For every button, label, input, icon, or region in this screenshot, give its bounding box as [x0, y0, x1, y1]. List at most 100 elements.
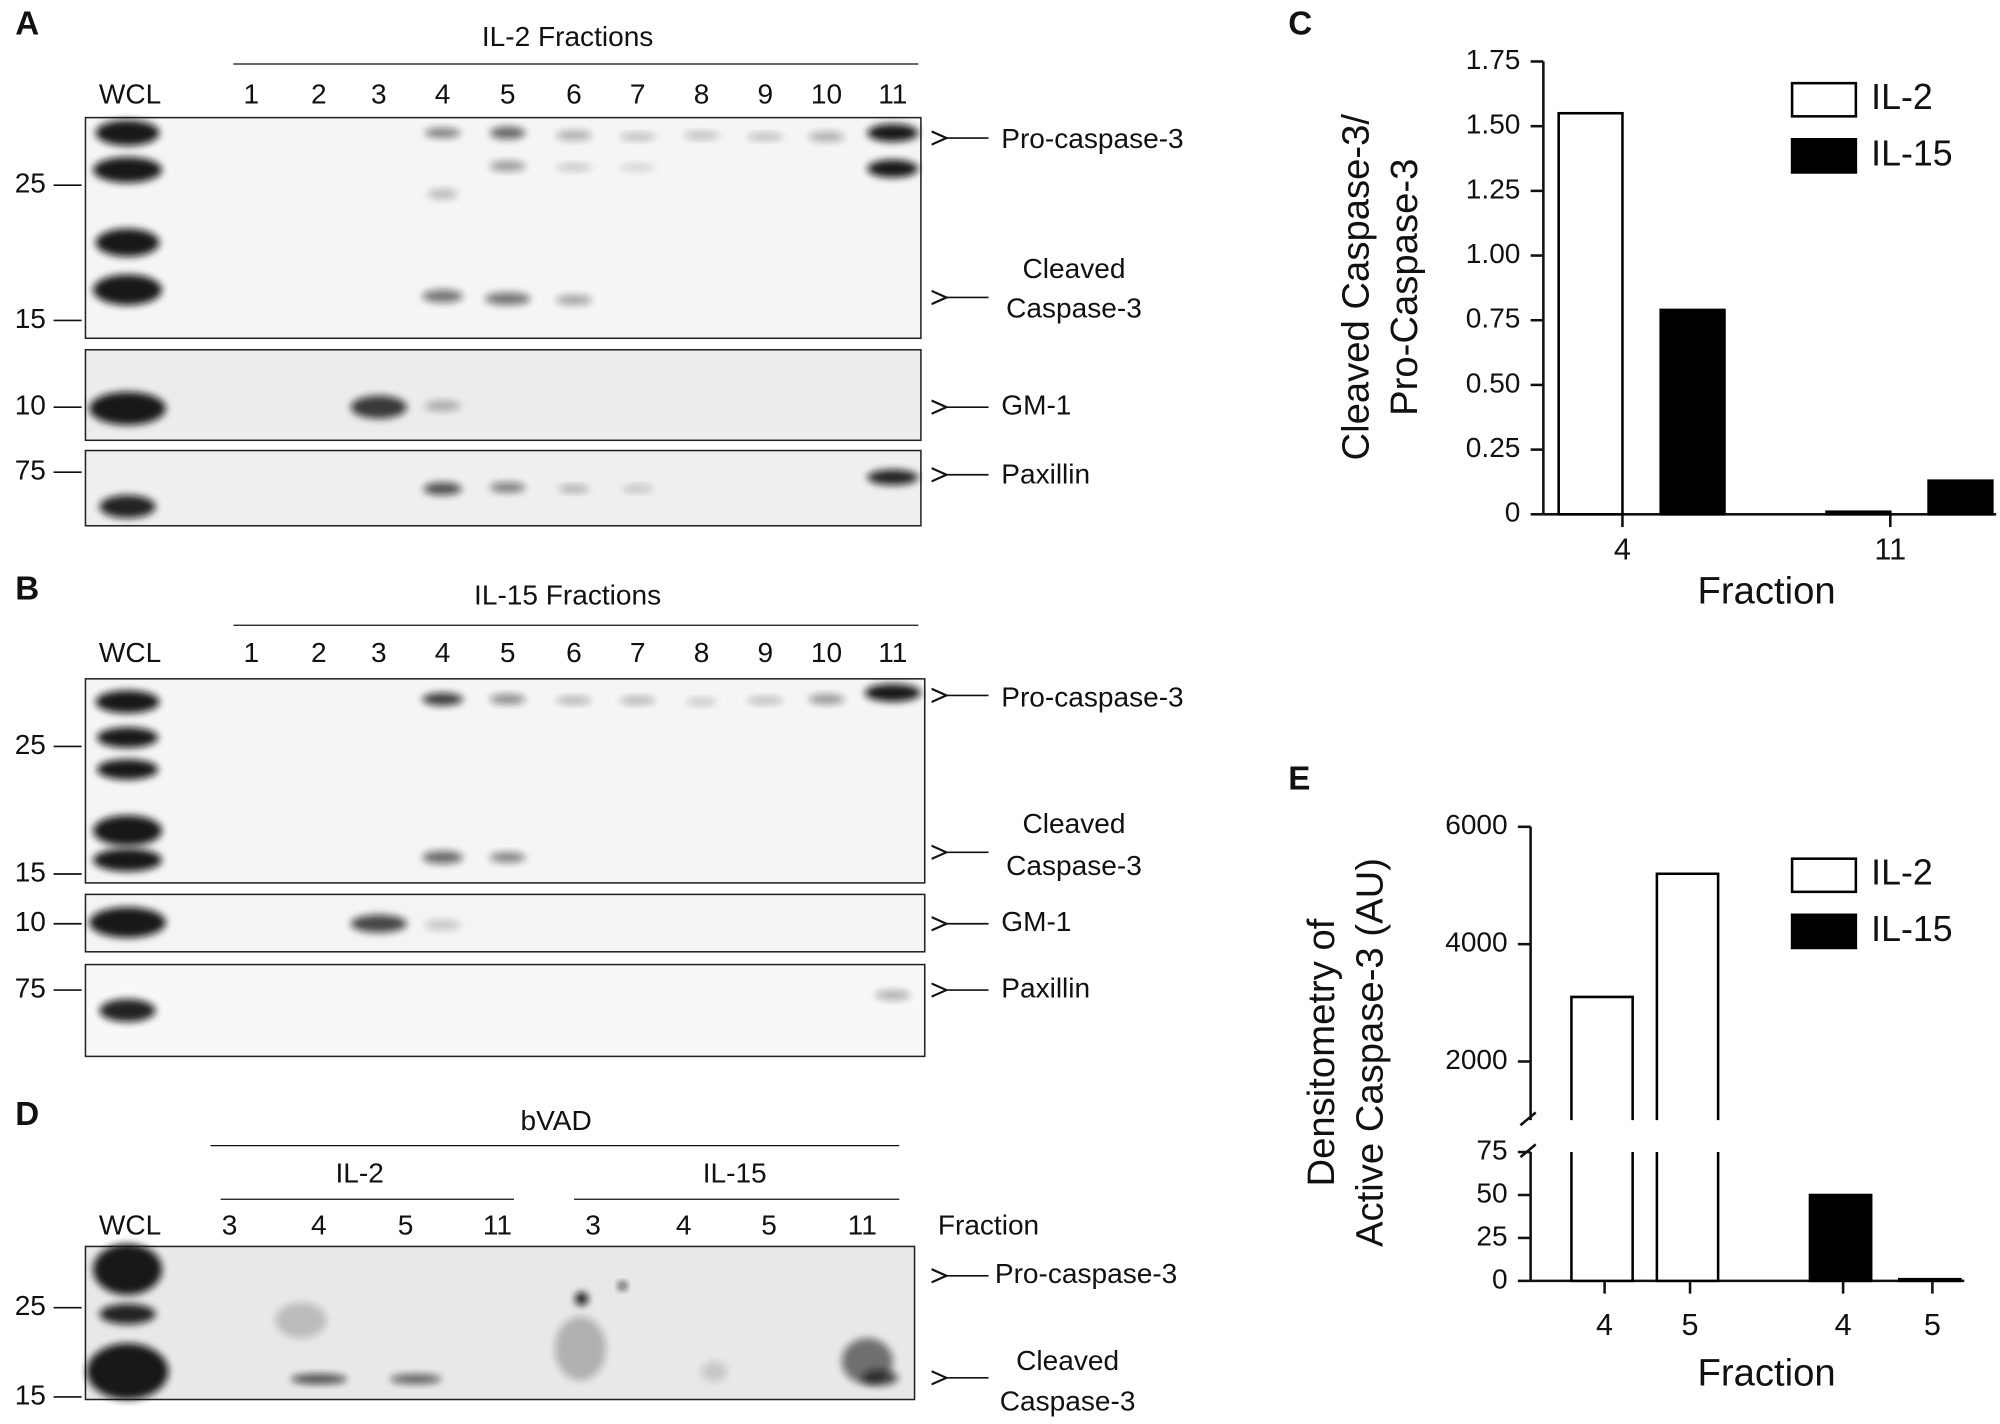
y-tick-label: 75 [1476, 1134, 1507, 1165]
lane-label: 3 [222, 1210, 238, 1241]
band-label: Paxillin [1001, 972, 1090, 1003]
blot-band [99, 1303, 156, 1325]
panel-letter: B [15, 571, 39, 608]
bar [1825, 510, 1892, 516]
blot-band [350, 395, 407, 419]
blot-band [424, 400, 461, 411]
lane-label: 9 [758, 78, 774, 109]
bar [1808, 1193, 1873, 1283]
blot-band [424, 919, 461, 931]
bar [1557, 111, 1624, 516]
blot-band [864, 683, 921, 702]
y-tick-label: 50 [1476, 1177, 1507, 1208]
lane-label: WCL [99, 637, 161, 668]
y-axis-label: Cleaved Caspase-3/ [1335, 114, 1378, 461]
lane-label: 5 [398, 1210, 414, 1241]
bar [1659, 308, 1726, 516]
y-tick-label: 0 [1492, 1263, 1508, 1294]
blot-band [93, 274, 162, 306]
lane-label: 4 [676, 1210, 692, 1241]
blot-band [99, 998, 156, 1022]
x-tick-label: 4 [1835, 1308, 1852, 1342]
blot-band [489, 482, 526, 493]
mw-marker: 25 [15, 729, 46, 760]
blot-band [422, 851, 464, 864]
blot-band [556, 163, 592, 172]
bar-lower [1655, 1152, 1720, 1283]
legend-label: IL-15 [1871, 133, 1952, 173]
y-tick-label: 1.25 [1466, 173, 1521, 204]
y-tick-label: 4000 [1445, 927, 1507, 958]
blot-band [93, 815, 162, 846]
blot-band [424, 127, 461, 139]
blot-band [862, 1370, 898, 1386]
blot-band [95, 228, 160, 257]
panel-letter: C [1288, 6, 1312, 43]
y-axis-label: Densitometry of [1300, 918, 1343, 1186]
bar-upper [1570, 995, 1634, 1121]
legend-label: IL-2 [1871, 77, 1933, 117]
blot-band [618, 1282, 627, 1290]
blot-band [275, 1302, 327, 1339]
blot-band [96, 727, 159, 748]
blot-band [99, 495, 156, 519]
band-label: GM-1 [1001, 390, 1071, 421]
blot-band [867, 123, 919, 142]
group-label: IL-15 [703, 1157, 767, 1188]
band-label: GM-1 [1001, 906, 1071, 937]
panel-letter: E [1288, 761, 1310, 798]
band-label: Cleaved [1023, 253, 1126, 284]
band-label: Pro-caspase-3 [995, 1258, 1177, 1289]
blot-membrane [84, 1245, 916, 1401]
blot-band [422, 692, 464, 706]
mw-marker: 75 [15, 972, 46, 1003]
y-tick-label: 0 [1505, 497, 1521, 528]
lane-label: 10 [811, 78, 842, 109]
mw-marker: 25 [15, 1290, 46, 1321]
lane-label: 5 [500, 78, 516, 109]
band-label: Paxillin [1001, 458, 1090, 489]
lane-label: WCL [99, 1210, 161, 1241]
mw-marker: 15 [15, 303, 46, 334]
blot-band [875, 990, 911, 1001]
y-tick-label: 6000 [1445, 809, 1507, 840]
blot-band [556, 130, 592, 141]
blot-band [427, 189, 458, 200]
y-tick-label: 25 [1476, 1220, 1507, 1251]
blot-band [701, 1361, 728, 1382]
legend-label: IL-15 [1871, 909, 1952, 949]
y-tick-label: 2000 [1445, 1044, 1507, 1075]
blot-band [86, 1343, 169, 1400]
blot-title: IL-2 Fractions [482, 21, 653, 52]
blot-band [622, 484, 654, 493]
band-label: Pro-caspase-3 [1001, 123, 1183, 154]
blot-band [619, 163, 656, 172]
blot-band [93, 1243, 162, 1295]
bar [1897, 1277, 1962, 1283]
lane-label: 9 [758, 637, 774, 668]
lane-label: 3 [371, 78, 387, 109]
blot-membrane [84, 893, 926, 953]
lane-label: 5 [500, 637, 516, 668]
legend-swatch [1790, 913, 1858, 950]
lane-label: 3 [585, 1210, 601, 1241]
lane-label: 1 [243, 637, 259, 668]
blot-band [554, 1316, 606, 1381]
blot-band [867, 159, 919, 178]
blot-band [350, 914, 407, 933]
blot-band [423, 482, 462, 496]
blot-membrane [84, 348, 922, 442]
x-tick-label: 5 [1682, 1308, 1699, 1342]
lane-label: 7 [630, 78, 646, 109]
x-tick-label: 11 [1874, 532, 1906, 566]
y-tick-label: 1.75 [1466, 44, 1521, 75]
bar [1927, 479, 1994, 516]
bar-lower [1570, 1152, 1634, 1283]
blot-band [619, 696, 656, 705]
legend-swatch [1790, 138, 1858, 174]
bar-upper [1655, 872, 1720, 1121]
lane-label: 2 [311, 637, 327, 668]
blot-band [96, 759, 159, 780]
blot-band [867, 469, 919, 485]
mw-marker: 10 [15, 906, 46, 937]
